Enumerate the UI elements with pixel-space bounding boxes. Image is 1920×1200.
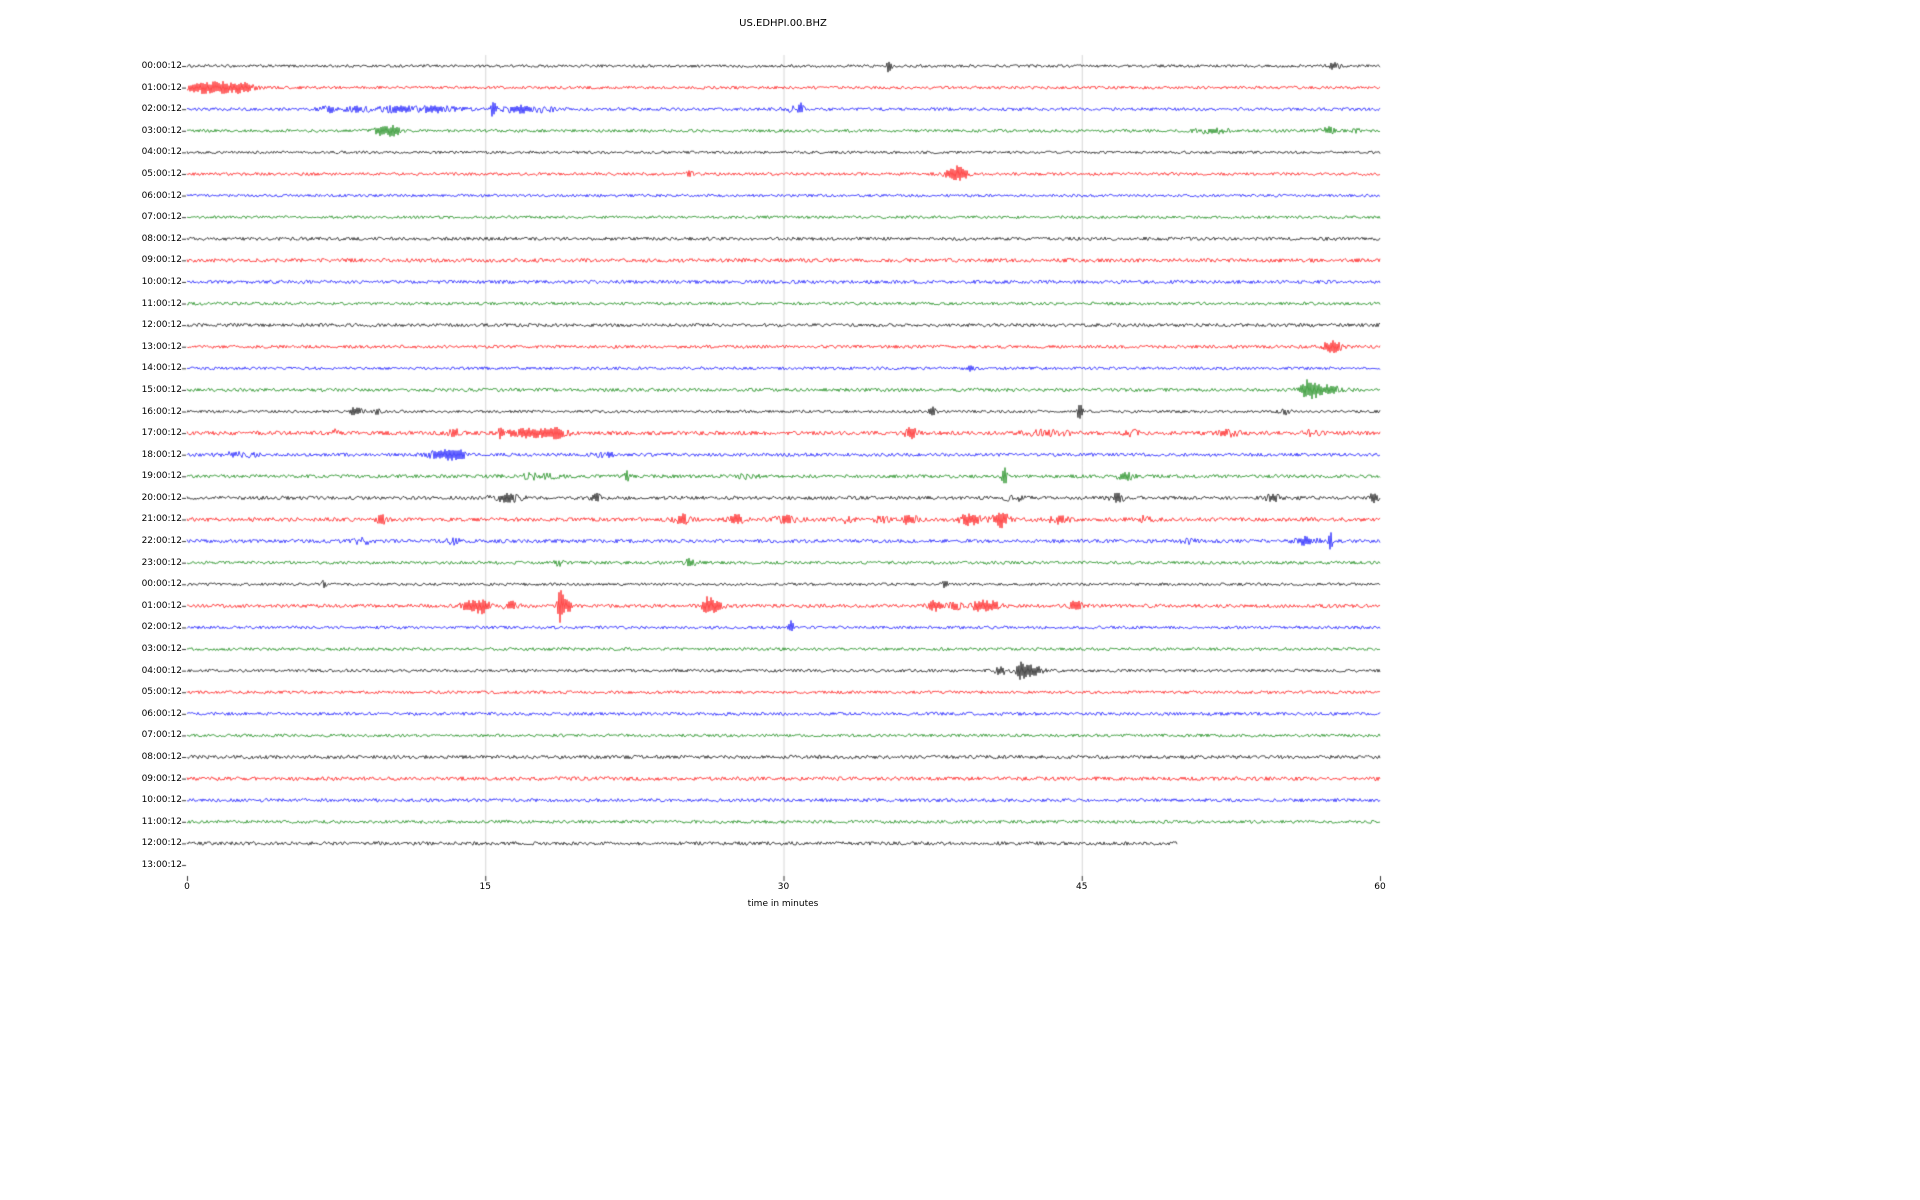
- x-tick-label: 30: [777, 882, 790, 892]
- row-label: 19:00:12: [141, 471, 182, 482]
- row-label: 02:00:12: [141, 104, 182, 115]
- row-label: 06:00:12: [141, 190, 182, 201]
- row-label: 13:00:12: [141, 860, 182, 870]
- x-tick-label: 45: [1076, 882, 1088, 892]
- row-label: 22:00:12: [141, 536, 182, 547]
- row-label: 02:00:12: [141, 622, 182, 633]
- row-label: 21:00:12: [141, 514, 182, 525]
- row-label: 04:00:12: [141, 665, 182, 676]
- x-axis-label: time in minutes: [747, 899, 819, 909]
- chart-title: US.EDHPI.00.BHZ: [739, 18, 827, 29]
- row-label: 13:00:12: [141, 341, 182, 352]
- row-label: 11:00:12: [141, 816, 182, 827]
- row-label: 01:00:12: [141, 600, 182, 611]
- row-label: 01:00:12: [141, 82, 182, 93]
- x-tick-label: 15: [479, 882, 491, 892]
- row-label: 15:00:12: [141, 384, 182, 395]
- x-tick-label: 0: [184, 882, 190, 892]
- row-label: 16:00:12: [141, 406, 182, 417]
- row-label: 12:00:12: [141, 320, 182, 331]
- row-label: 00:00:12: [141, 579, 182, 590]
- row-label: 09:00:12: [141, 255, 182, 266]
- row-label: 14:00:12: [141, 363, 182, 374]
- row-label: 10:00:12: [141, 276, 182, 287]
- row-label: 09:00:12: [141, 773, 182, 784]
- row-label: 07:00:12: [141, 730, 182, 741]
- row-label: 00:00:12: [141, 61, 182, 71]
- row-label: 23:00:12: [141, 557, 182, 568]
- row-label: 12:00:12: [141, 838, 182, 849]
- row-label: 05:00:12: [141, 168, 182, 179]
- row-label: 07:00:12: [141, 212, 182, 223]
- row-label: 17:00:12: [141, 428, 182, 439]
- row-label: 08:00:12: [141, 233, 182, 244]
- x-tick-label: 60: [1374, 882, 1386, 892]
- row-label: 06:00:12: [141, 708, 182, 719]
- row-label: 03:00:12: [141, 125, 182, 136]
- row-label: 03:00:12: [141, 644, 182, 655]
- row-label: 11:00:12: [141, 298, 182, 309]
- row-label: 08:00:12: [141, 752, 182, 763]
- row-label: 18:00:12: [141, 449, 182, 460]
- row-label: 10:00:12: [141, 795, 182, 806]
- row-label: 05:00:12: [141, 687, 182, 698]
- row-label: 20:00:12: [141, 492, 182, 503]
- row-label: 04:00:12: [141, 147, 182, 158]
